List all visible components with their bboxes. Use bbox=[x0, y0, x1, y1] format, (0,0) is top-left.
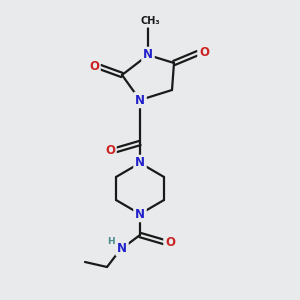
Text: N: N bbox=[135, 208, 145, 220]
Text: O: O bbox=[105, 143, 115, 157]
Text: CH₃: CH₃ bbox=[140, 16, 160, 26]
Text: H: H bbox=[107, 238, 115, 247]
Text: N: N bbox=[135, 157, 145, 169]
Text: N: N bbox=[135, 94, 145, 106]
Text: O: O bbox=[199, 46, 209, 59]
Text: N: N bbox=[117, 242, 127, 254]
Text: O: O bbox=[165, 236, 175, 248]
Text: N: N bbox=[143, 49, 153, 62]
Text: O: O bbox=[89, 61, 99, 74]
